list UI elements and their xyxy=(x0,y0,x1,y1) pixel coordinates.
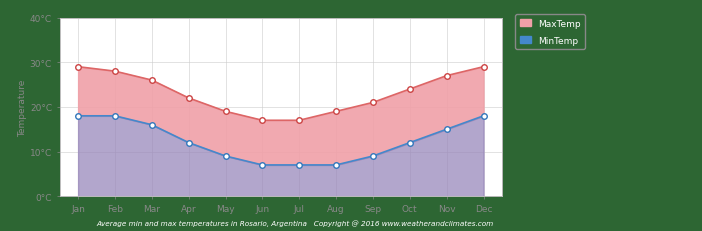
Text: Average min and max temperatures in Rosario, Argentina   Copyright @ 2016 www.we: Average min and max temperatures in Rosa… xyxy=(96,220,494,226)
Legend: MaxTemp, MinTemp: MaxTemp, MinTemp xyxy=(515,15,585,50)
Y-axis label: Temperature: Temperature xyxy=(18,79,27,136)
